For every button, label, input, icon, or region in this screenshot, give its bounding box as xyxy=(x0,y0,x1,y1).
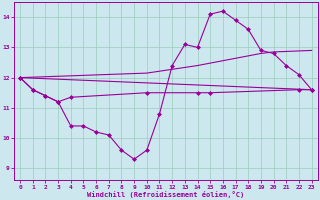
X-axis label: Windchill (Refroidissement éolien,°C): Windchill (Refroidissement éolien,°C) xyxy=(87,191,244,198)
